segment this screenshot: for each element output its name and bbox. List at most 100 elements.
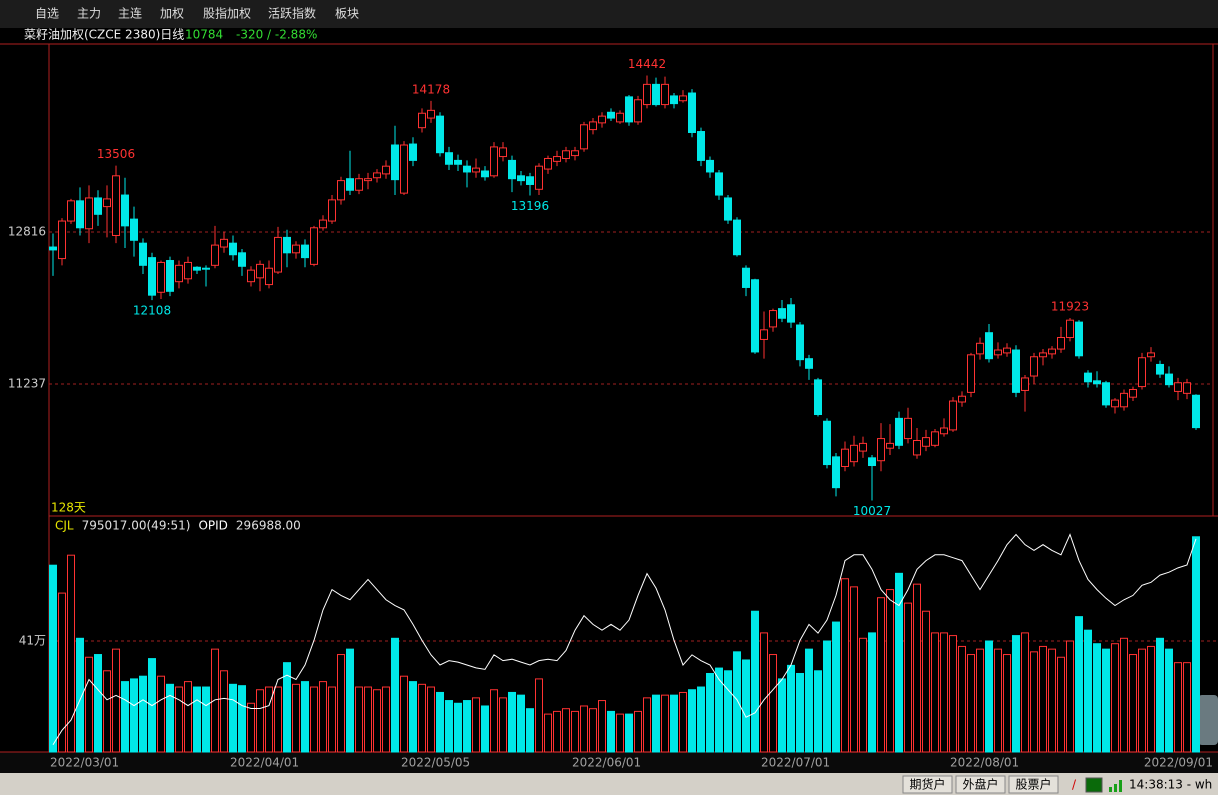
volume-bar (589, 708, 597, 753)
volume-bar (418, 683, 426, 753)
menu-item[interactable]: 股指加权 (203, 6, 251, 21)
volume-bar (373, 689, 381, 753)
candle-body (868, 457, 876, 467)
candle-body (310, 227, 318, 265)
candle-body (427, 109, 435, 119)
candle-body (904, 417, 912, 440)
status-button-label[interactable]: 股票户 (1015, 777, 1051, 792)
candle-body (1120, 392, 1128, 408)
legend-readout: 296988.00 (236, 519, 301, 533)
legend-name: OPID (198, 519, 227, 533)
x-tick-label: 2022/06/01 (572, 756, 641, 770)
legend-readout: 795017.00(49:51) (82, 519, 191, 533)
volume-bar (409, 681, 417, 753)
menu-item[interactable]: 主力 (77, 7, 101, 21)
candle-body (1165, 373, 1173, 386)
candle-body (949, 400, 957, 431)
status-button[interactable] (902, 775, 953, 794)
status-button-label[interactable]: 期货户 (909, 777, 945, 792)
volume-bar (1030, 651, 1038, 753)
volume-bar (841, 578, 849, 753)
volume-bar (274, 686, 282, 753)
network-icon (1085, 777, 1103, 793)
volume-bar (652, 694, 660, 753)
status-separator: / (1072, 778, 1077, 792)
price-change: -320 / -2.88% (236, 28, 317, 42)
peak-label: 14442 (628, 57, 666, 71)
candle-body (958, 395, 966, 403)
candle-body (661, 83, 669, 106)
candle-body (607, 111, 615, 119)
menu-item[interactable]: 自选 (35, 7, 59, 21)
candle-body (76, 200, 84, 229)
candle-body (643, 83, 651, 106)
candle-body (175, 264, 183, 283)
menu-item[interactable]: 板块 (335, 7, 359, 21)
volume-bar (337, 654, 345, 753)
status-button[interactable] (1008, 775, 1059, 794)
candle-body (688, 92, 696, 133)
volume-bar (1039, 645, 1047, 753)
volume-bar (454, 702, 462, 753)
candle-body (796, 324, 804, 361)
volume-bar (544, 713, 552, 753)
candle-body (697, 131, 705, 161)
signal-bar (1119, 780, 1122, 792)
volume-bar (1021, 632, 1029, 753)
volume-bar (427, 686, 435, 753)
volume-bar (481, 705, 489, 753)
candle-body (1021, 377, 1029, 391)
candle-body (1003, 347, 1011, 354)
candle-body (454, 159, 462, 165)
volume-bar (67, 554, 75, 753)
status-button-label[interactable]: 外盘户 (962, 777, 998, 792)
x-tick-label: 2022/04/01 (230, 756, 299, 770)
volume-bar (814, 670, 822, 753)
candle-body (895, 417, 903, 446)
candle-body (85, 197, 93, 230)
volume-bar (76, 637, 84, 753)
status-button[interactable] (955, 775, 1006, 794)
candle-body (229, 242, 237, 256)
candle-body (724, 197, 732, 221)
candle-body (652, 83, 660, 106)
candle-body (373, 172, 381, 179)
candle-body (445, 152, 453, 165)
candle-body (1012, 349, 1020, 393)
volume-bar (1066, 640, 1074, 753)
volume-bar (571, 710, 579, 753)
candle-body (472, 167, 480, 173)
volume-bar (949, 635, 957, 753)
candle-body (1174, 382, 1182, 392)
candle-body (994, 349, 1002, 356)
candle-body (418, 112, 426, 129)
volume-bar (166, 683, 174, 753)
menu-item[interactable]: 加权 (160, 7, 184, 21)
candle-body (1066, 319, 1074, 339)
candle-body (1111, 399, 1119, 408)
candle-body (598, 115, 606, 124)
x-tick-label: 2022/08/01 (950, 756, 1019, 770)
open-interest-line (52, 533, 1197, 746)
volume-bar (1120, 637, 1128, 753)
candle-body (751, 279, 759, 353)
signal-bar (1114, 784, 1117, 792)
volume-bar (607, 710, 615, 753)
scroll-handle[interactable] (1198, 695, 1218, 745)
candle-body (1057, 337, 1065, 350)
candle-body (1075, 321, 1083, 357)
candle-body (832, 456, 840, 489)
volume-bar (1075, 616, 1083, 753)
menu-item[interactable]: 活跃指数 (268, 6, 316, 21)
menu-item[interactable]: 主连 (118, 6, 142, 21)
volume-bar (400, 675, 408, 753)
volume-bar (508, 691, 516, 753)
volume-bar (247, 702, 255, 753)
volume-bar (769, 654, 777, 753)
volume-bar (751, 610, 759, 753)
volume-bar (859, 637, 867, 753)
volume-bar (598, 700, 606, 753)
volume-bar (265, 686, 273, 753)
